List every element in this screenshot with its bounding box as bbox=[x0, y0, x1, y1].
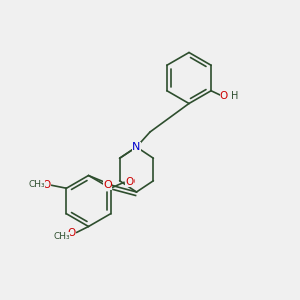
Text: CH₃: CH₃ bbox=[53, 232, 70, 241]
Text: O: O bbox=[125, 177, 134, 187]
Text: O: O bbox=[43, 180, 51, 190]
Text: N: N bbox=[132, 142, 141, 152]
Text: O: O bbox=[103, 179, 112, 190]
Text: O: O bbox=[127, 177, 135, 187]
Text: CH₃: CH₃ bbox=[29, 180, 45, 189]
Text: H: H bbox=[231, 91, 239, 101]
Text: O: O bbox=[220, 91, 228, 101]
Text: O: O bbox=[68, 228, 76, 238]
